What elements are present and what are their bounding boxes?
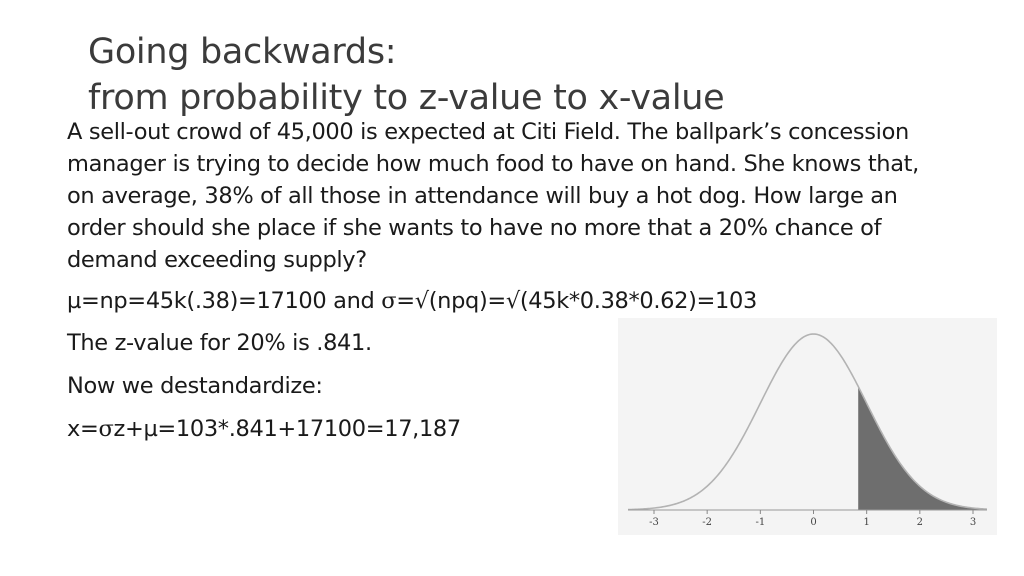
title-line-2: from probability to z-value to x-value: [88, 78, 725, 119]
x-tick-label: -1: [755, 517, 765, 528]
mean-sd-equation: µ=np=45k(.38)=17100 and σ=√(npq)=√(45k*0…: [67, 288, 757, 314]
x-tick-label: 0: [810, 517, 816, 528]
result-equation-text: z+µ=103*.841+17100=17,187: [113, 416, 461, 442]
x-tick-label: -2: [702, 517, 712, 528]
destandardize-statement: Now we destandardize:: [67, 373, 323, 399]
problem-statement: A sell-out crowd of 45,000 is expected a…: [67, 116, 927, 276]
normal-curve-figure: -3 -2 -1 0 1 2 3: [618, 318, 997, 535]
title-line-1: Going backwards:: [88, 32, 397, 73]
shaded-tail-area: [858, 386, 987, 510]
slide-title: Going backwards: from probability to z-v…: [88, 29, 725, 121]
z-value-statement: The z-value for 20% is .841.: [67, 330, 372, 356]
x-tick-label: 2: [917, 517, 923, 528]
x-tick-label: -3: [649, 517, 659, 528]
x-tick-label: 3: [970, 517, 976, 528]
result-x-text: x=: [67, 416, 99, 442]
sigma-symbol: σ: [98, 416, 114, 442]
x-axis-ticks: -3 -2 -1 0 1 2 3: [649, 510, 976, 528]
sd-equation-text: =√(npq)=√(45k*0.38*0.62)=103: [396, 288, 757, 314]
x-tick-label: 1: [863, 517, 869, 528]
result-equation: x=σz+µ=103*.841+17100=17,187: [67, 416, 461, 442]
problem-paragraph: A sell-out crowd of 45,000 is expected a…: [67, 119, 919, 273]
mean-equation-text: µ=np=45k(.38)=17100 and: [67, 288, 382, 314]
normal-curve-chart: -3 -2 -1 0 1 2 3: [627, 333, 988, 528]
sigma-symbol: σ: [381, 288, 397, 314]
normal-density-curve: [627, 333, 988, 511]
